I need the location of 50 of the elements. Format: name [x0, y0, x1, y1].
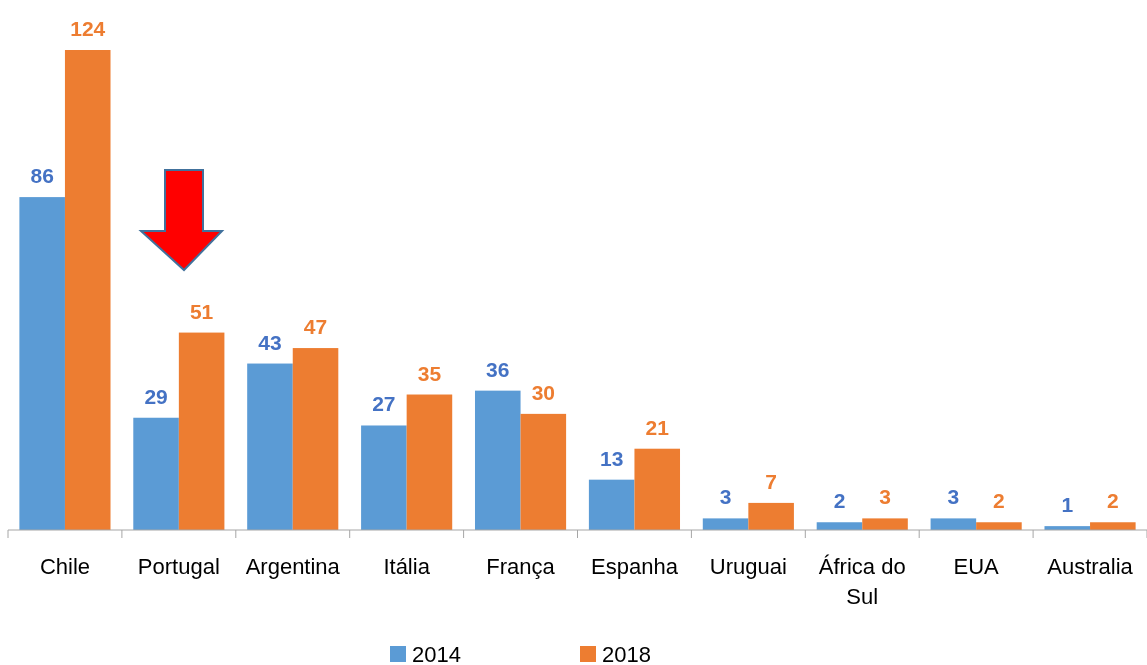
data-label: 27 — [372, 392, 396, 416]
x-tick-label: Espanha — [591, 554, 679, 579]
data-label: 30 — [531, 380, 556, 404]
data-label: 43 — [258, 330, 282, 354]
x-tick-label: Chile — [39, 554, 91, 579]
legend-label: 2018 — [602, 642, 651, 665]
x-tick-label: Argentina — [245, 554, 341, 579]
bar — [178, 332, 225, 530]
bar — [976, 522, 1022, 530]
data-label: 47 — [303, 315, 328, 339]
bar — [19, 197, 65, 530]
bar — [520, 413, 567, 530]
bar — [862, 518, 908, 530]
bar — [64, 50, 111, 530]
bar — [361, 425, 407, 530]
data-label: 35 — [417, 361, 442, 385]
bar — [634, 448, 681, 530]
bar — [930, 518, 977, 530]
data-label: 86 — [30, 164, 54, 188]
bar — [133, 417, 179, 530]
data-label: 29 — [144, 384, 168, 408]
data-label: 3 — [947, 485, 960, 509]
data-label: 2 — [993, 489, 1005, 513]
data-label: 21 — [645, 415, 670, 439]
bar — [1090, 522, 1136, 530]
bar — [247, 363, 293, 530]
x-tick-label: Uruguai — [709, 554, 787, 579]
data-label: 13 — [599, 446, 624, 470]
x-tick-label: Australia — [1047, 554, 1134, 579]
legend-label: 2014 — [412, 642, 461, 665]
bar — [406, 394, 453, 530]
data-label: 51 — [189, 299, 214, 323]
data-label: 7 — [765, 469, 777, 493]
data-label: 1 — [1061, 493, 1074, 517]
bar — [292, 348, 339, 530]
data-label: 3 — [879, 485, 891, 509]
data-label: 36 — [486, 357, 510, 381]
bar — [588, 479, 635, 530]
x-tick-label: EUA — [953, 554, 1000, 579]
bar — [702, 518, 749, 530]
bar — [474, 390, 521, 530]
data-label: 124 — [70, 17, 106, 40]
x-tick-label: Portugal — [137, 554, 220, 579]
x-tick-label: África do Sul — [818, 554, 906, 609]
data-label: 3 — [719, 485, 732, 509]
x-tick-label: Itália — [383, 554, 431, 579]
data-label: 2 — [833, 489, 846, 513]
x-tick-label: França — [486, 554, 556, 579]
data-label: 2 — [1106, 489, 1119, 513]
bar — [748, 502, 794, 530]
